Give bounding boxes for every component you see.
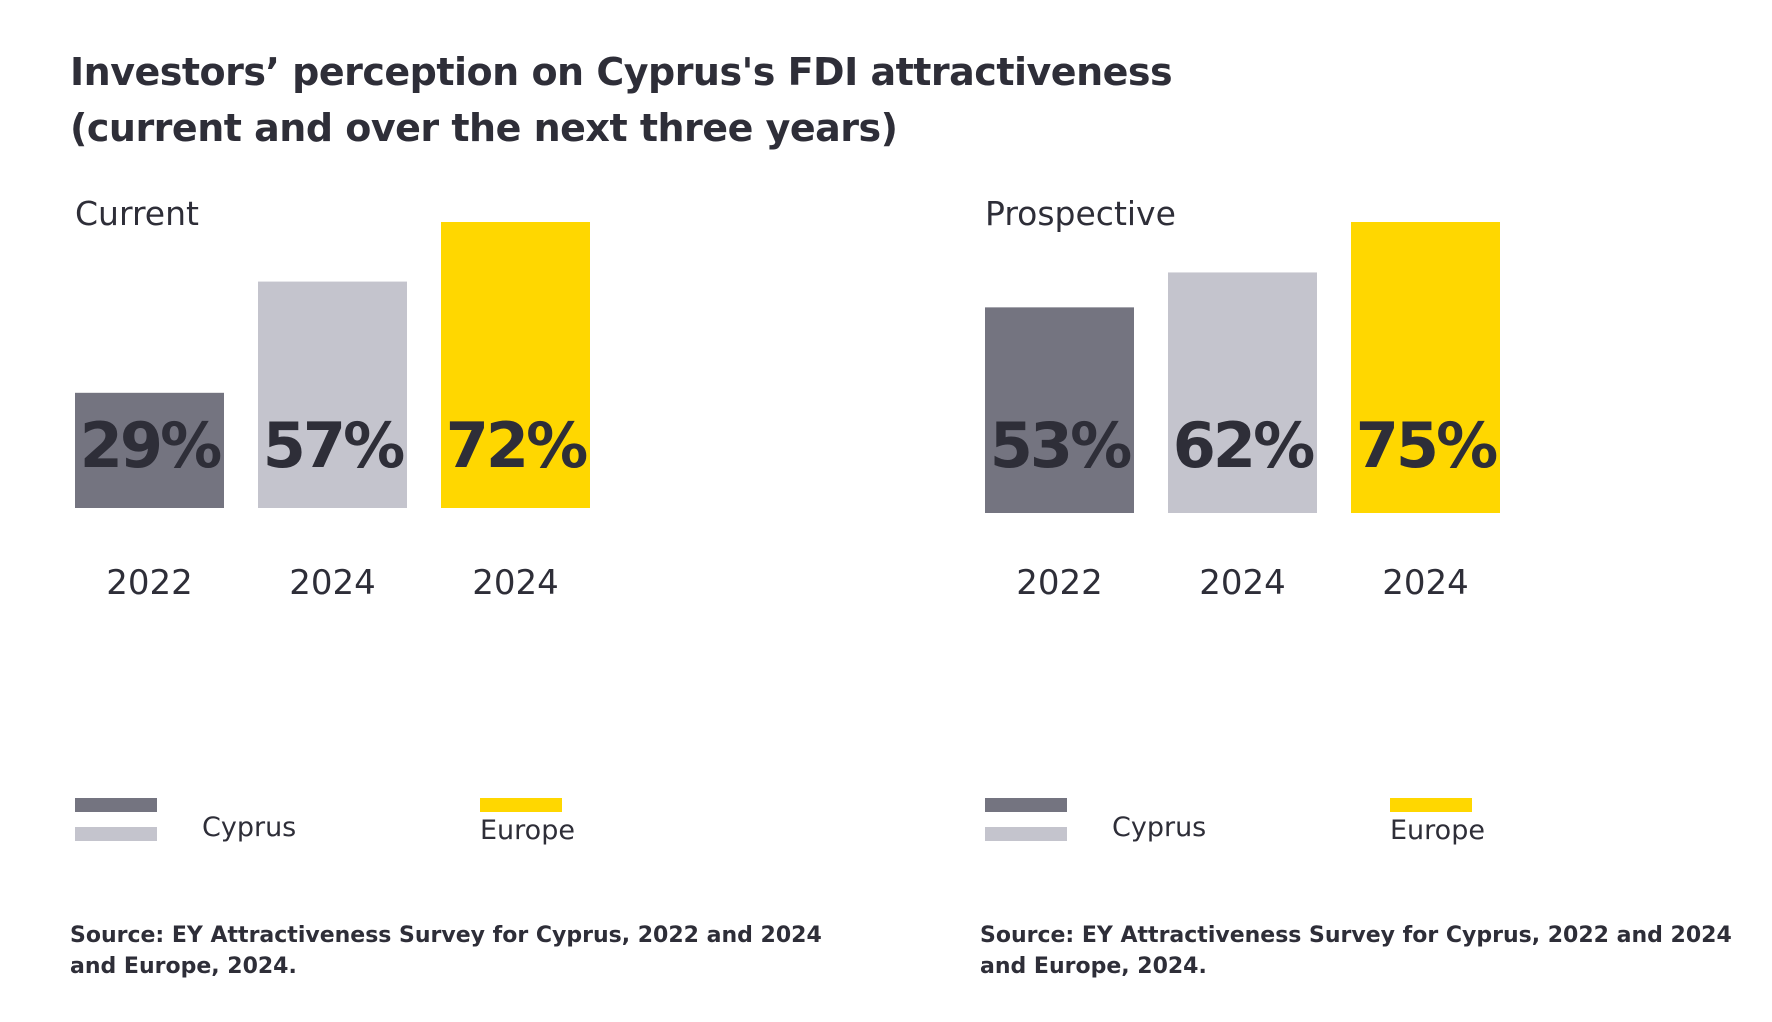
bar-value-label: 53% — [990, 409, 1131, 482]
bar-chart-current: 29% 2022 57% 2024 72% 2024 — [75, 222, 590, 603]
bar-value-label: 75% — [1356, 409, 1497, 482]
bar-europe-2024 — [441, 222, 590, 508]
category-label: 2022 — [106, 563, 193, 603]
panel-title-prospective: Prospective — [985, 194, 1176, 233]
category-label: 2022 — [1016, 563, 1103, 603]
panel-title-current: Current — [75, 194, 199, 233]
legend-swatch-cyprus-2022 — [75, 798, 157, 812]
bar-cyprus-2022 — [985, 307, 1134, 513]
bar-chart-prospective: 53% 2022 62% 2024 75% 2024 — [985, 222, 1500, 603]
category-label: 2024 — [1199, 563, 1286, 603]
legend-label-europe: Europe — [480, 815, 575, 846]
bar-cyprus-2024 — [258, 281, 407, 508]
category-label: 2024 — [289, 563, 376, 603]
category-label: 2024 — [472, 563, 559, 603]
source-note-prospective: Source: EY Attractiveness Survey for Cyp… — [980, 920, 1772, 982]
panel-current: Current 29% 2022 57% 2024 72% 2024 Cyprus Eur… — [0, 180, 822, 1000]
legend-label-europe: Europe — [1390, 815, 1485, 846]
legend-swatch-cyprus-2024 — [985, 827, 1067, 841]
legend-swatch-cyprus-2024 — [75, 827, 157, 841]
source-line-2: and Europe, 2024. — [70, 954, 297, 979]
source-line-2: and Europe, 2024. — [980, 954, 1207, 979]
bar-value-label: 62% — [1173, 409, 1314, 482]
chart-title-line-2: (current and over the next three years) — [70, 106, 898, 150]
bar-value-label: 72% — [446, 409, 587, 482]
panel-prospective: Prospective 53% 2022 62% 2024 75% 2024 Cyprus… — [910, 180, 1732, 1000]
bar-cyprus-2024 — [1168, 272, 1317, 513]
source-line-1: Source: EY Attractiveness Survey for Cyp… — [70, 923, 822, 948]
chart-title-line-1: Investors’ perception on Cyprus's FDI at… — [70, 50, 1173, 94]
legend-swatch-europe — [480, 798, 562, 812]
legend-swatch-cyprus-2022 — [985, 798, 1067, 812]
legend-label-cyprus: Cyprus — [1112, 812, 1207, 843]
bar-value-label: 57% — [263, 409, 404, 482]
legend-label-cyprus: Cyprus — [202, 812, 297, 843]
chart-title: Investors’ perception on Cyprus's FDI at… — [70, 44, 1370, 156]
bar-value-label: 29% — [80, 409, 221, 482]
bar-cyprus-2022 — [75, 392, 224, 508]
bar-europe-2024 — [1351, 222, 1500, 513]
category-label: 2024 — [1382, 563, 1469, 603]
legend-swatch-europe — [1390, 798, 1472, 812]
source-line-1: Source: EY Attractiveness Survey for Cyp… — [980, 923, 1732, 948]
source-note-current: Source: EY Attractiveness Survey for Cyp… — [70, 920, 870, 982]
